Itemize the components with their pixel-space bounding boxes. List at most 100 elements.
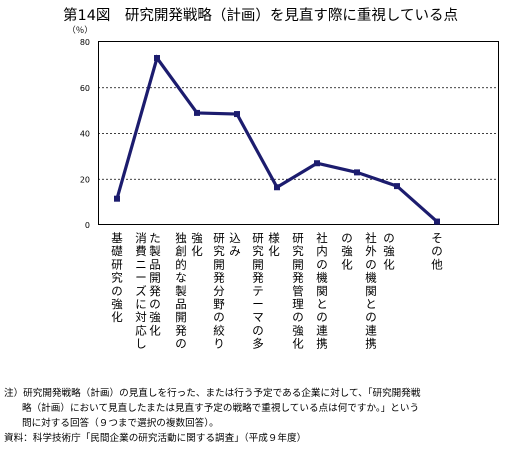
x-label-char: 様: [268, 231, 280, 245]
x-label-char: の: [149, 297, 161, 311]
x-label-char: の: [316, 310, 328, 324]
x-label-char: 絞: [213, 323, 225, 337]
y-axis-ticks: 0 20 40 60 80: [80, 38, 90, 230]
x-label-char: 強: [111, 297, 123, 311]
x-label-char: 開: [292, 257, 304, 271]
x-label-char: 発: [292, 271, 304, 285]
x-label-char: ニ: [135, 257, 147, 271]
x-label-char: 分: [213, 284, 225, 298]
x-label-char: た: [149, 231, 161, 245]
x-label-char: 携: [365, 337, 377, 351]
x-label-char: の: [213, 310, 225, 324]
x-label-char: 機: [316, 271, 328, 285]
x-label-char: 消: [135, 231, 147, 245]
x-label-char: 連: [365, 323, 377, 337]
x-label-char: 研: [292, 231, 304, 245]
x-label-char: 化: [111, 310, 123, 324]
x-label-char: と: [365, 297, 377, 311]
x-label-char: の: [341, 231, 353, 245]
data-point: [274, 184, 280, 191]
y-tick-label: 0: [85, 221, 90, 230]
x-label-char: 化: [268, 244, 280, 258]
x-label-char: 社: [316, 231, 328, 245]
x-label-char: 化: [341, 257, 353, 271]
x-label-char: の: [175, 337, 187, 351]
x-label-char: 関: [316, 284, 328, 298]
x-label-char: 研: [213, 231, 225, 245]
data-point: [114, 195, 120, 202]
data-point: [394, 183, 400, 190]
data-point: [354, 169, 360, 176]
x-label-char: 究: [292, 244, 304, 258]
x-label-char: 社: [365, 231, 377, 245]
x-label-char: マ: [252, 310, 264, 324]
x-label-char: 多: [252, 337, 264, 351]
x-label-char: 品: [149, 257, 161, 271]
x-label-char: ズ: [135, 284, 147, 298]
x-label-char: 強: [341, 244, 353, 258]
x-label-char: 礎: [111, 244, 123, 258]
x-axis-labels: 基礎研究の強化消費ニーズに対応した製品開発の強化独創的な製品開発の強化研究開発分…: [111, 231, 443, 351]
x-label-char: ー: [135, 271, 147, 285]
y-tick-label: 20: [80, 175, 90, 184]
source-note: 資料：科学技術庁「民間企業の研究活動に関する調査」（平成９年度）: [4, 433, 307, 444]
x-label-char: 連: [316, 323, 328, 337]
x-label-char: 化: [383, 257, 395, 271]
x-label-char: み: [229, 244, 241, 258]
x-label-char: 独: [175, 231, 187, 245]
x-label-char: 化: [149, 323, 161, 337]
x-label-char: 的: [175, 257, 187, 271]
x-label-char: 理: [292, 297, 304, 311]
x-label-char: 化: [292, 337, 304, 351]
x-label-char: 製: [175, 284, 187, 298]
x-label-char: 研: [252, 231, 264, 245]
x-label-char: 他: [431, 257, 443, 271]
x-label-char: 強: [292, 323, 304, 337]
data-point: [314, 160, 320, 167]
data-point: [434, 218, 440, 225]
x-label-char: ー: [252, 297, 264, 311]
y-tick-label: 40: [80, 130, 90, 139]
x-label-char: 関: [365, 284, 377, 298]
x-label-char: 発: [252, 271, 264, 285]
x-label-char: の: [316, 257, 328, 271]
x-label-char: 外: [365, 244, 377, 258]
x-label-char: 開: [149, 271, 161, 285]
data-point: [234, 111, 240, 118]
x-label-char: な: [175, 271, 187, 285]
note-line-1: 注）研究開発戦略（計画）の見直しを行った、または行う予定である企業に対して、「研…: [4, 388, 421, 399]
x-label-char: の: [431, 244, 443, 258]
x-label-char: の: [252, 323, 264, 337]
x-label-char: 究: [213, 244, 225, 258]
x-label-char: 込: [229, 231, 241, 245]
y-tick-label: 60: [80, 84, 90, 93]
x-label-char: 強: [383, 244, 395, 258]
plot-frame: [98, 41, 499, 225]
x-label-char: の: [111, 284, 123, 298]
x-label-char: の: [292, 310, 304, 324]
x-label-char: 発: [213, 271, 225, 285]
x-label-char: 強: [191, 231, 203, 245]
note-line-3: 問に対する回答（９つまで選択の複数回答）。: [22, 418, 219, 429]
series-line: [114, 54, 440, 225]
x-label-char: テ: [252, 284, 264, 298]
x-label-char: 究: [252, 244, 264, 258]
x-label-char: の: [365, 310, 377, 324]
x-label-char: 製: [149, 244, 161, 258]
x-label-char: に: [135, 297, 147, 311]
x-label-char: 開: [175, 310, 187, 324]
x-label-char: 基: [111, 231, 123, 245]
x-label-char: 開: [213, 257, 225, 271]
x-label-char: 携: [316, 337, 328, 351]
x-label-char: と: [316, 297, 328, 311]
data-point: [154, 55, 160, 62]
x-label-char: 応: [135, 323, 147, 337]
gridlines: [98, 87, 498, 180]
x-label-char: し: [135, 337, 147, 351]
x-label-char: り: [213, 337, 225, 351]
x-label-char: 品: [175, 297, 187, 311]
y-tick-label: 80: [80, 38, 90, 47]
y-axis-unit: （％）: [67, 25, 93, 36]
note-line-2: 略（計画）において見直したまたは見直す予定の戦略で重視している点は何ですか。」と…: [22, 403, 420, 414]
x-label-char: 化: [191, 244, 203, 258]
